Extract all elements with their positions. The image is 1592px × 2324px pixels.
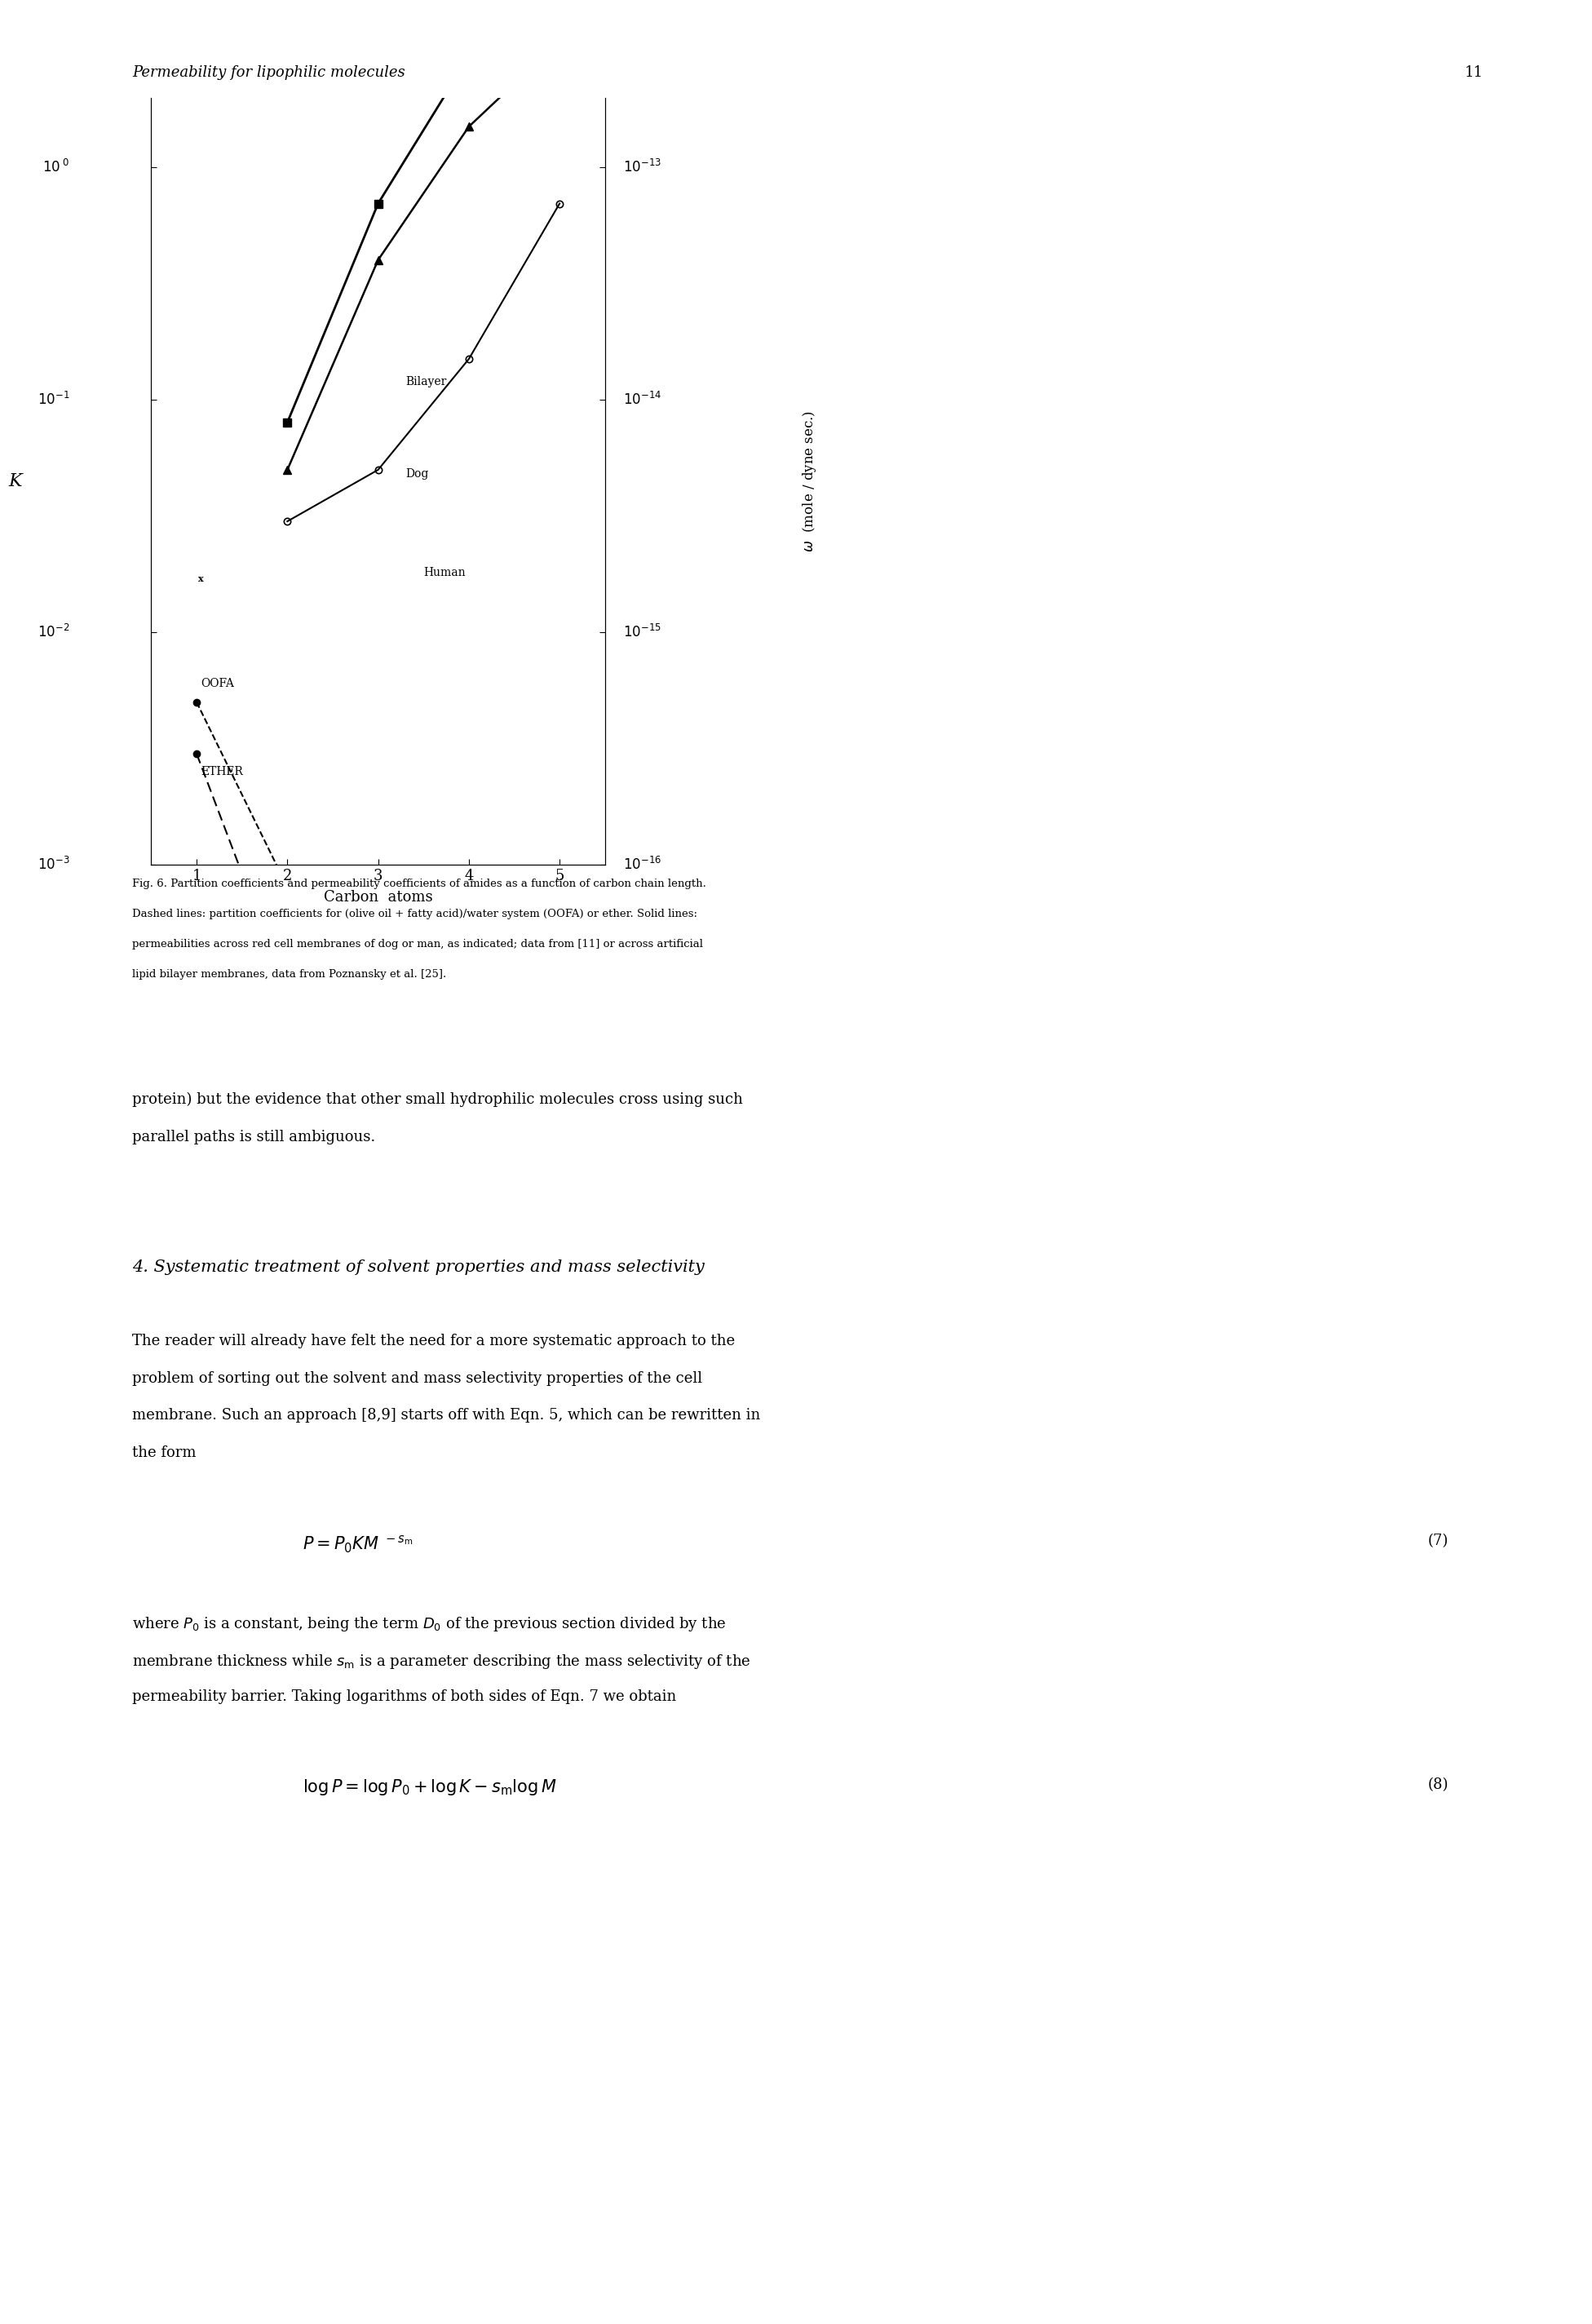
Text: 4. Systematic treatment of solvent properties and mass selectivity: 4. Systematic treatment of solvent prope… [132, 1260, 705, 1276]
Text: $10^{\;0}$: $10^{\;0}$ [43, 160, 70, 177]
Text: $10^{-13}$: $10^{-13}$ [622, 160, 661, 177]
Text: $10^{-2}$: $10^{-2}$ [38, 625, 70, 641]
Text: $10^{-15}$: $10^{-15}$ [622, 625, 661, 641]
Text: Bilayer: Bilayer [406, 376, 446, 388]
Text: membrane thickness while $s_{\rm m}$ is a parameter describing the mass selectiv: membrane thickness while $s_{\rm m}$ is … [132, 1652, 751, 1671]
Text: Human: Human [423, 567, 465, 579]
Text: Fig. 6. Partition coefficients and permeability coefficients of amides as a func: Fig. 6. Partition coefficients and perme… [132, 878, 707, 890]
Text: the form: the form [132, 1446, 196, 1459]
Text: $10^{-16}$: $10^{-16}$ [622, 855, 662, 874]
Text: ETHER: ETHER [201, 767, 244, 779]
Text: Dog: Dog [406, 467, 428, 479]
Text: (8): (8) [1428, 1778, 1449, 1792]
Text: where $P_0$ is a constant, being the term $D_0$ of the previous section divided : where $P_0$ is a constant, being the ter… [132, 1615, 726, 1634]
Text: (7): (7) [1428, 1534, 1449, 1548]
Text: lipid bilayer membranes, data from Poznansky et al. [25].: lipid bilayer membranes, data from Pozna… [132, 969, 446, 981]
Text: $10^{-1}$: $10^{-1}$ [37, 393, 70, 409]
Text: $10^{-14}$: $10^{-14}$ [622, 393, 662, 409]
Text: Permeability for lipophilic molecules: Permeability for lipophilic molecules [132, 65, 404, 79]
Text: parallel paths is still ambiguous.: parallel paths is still ambiguous. [132, 1129, 376, 1143]
Text: problem of sorting out the solvent and mass selectivity properties of the cell: problem of sorting out the solvent and m… [132, 1371, 702, 1385]
Text: OOFA: OOFA [201, 679, 234, 690]
Text: permeability barrier. Taking logarithms of both sides of Eqn. 7 we obtain: permeability barrier. Taking logarithms … [132, 1690, 677, 1703]
Text: permeabilities across red cell membranes of dog or man, as indicated; data from : permeabilities across red cell membranes… [132, 939, 704, 951]
Text: membrane. Such an approach [8,9] starts off with Eqn. 5, which can be rewritten : membrane. Such an approach [8,9] starts … [132, 1408, 761, 1422]
Text: $10^{-3}$: $10^{-3}$ [37, 855, 70, 874]
Text: protein) but the evidence that other small hydrophilic molecules cross using suc: protein) but the evidence that other sma… [132, 1092, 743, 1106]
Text: $P = P_0KM^{\ -s_{\rm m}}$: $P = P_0KM^{\ -s_{\rm m}}$ [302, 1534, 412, 1555]
Text: K: K [8, 472, 22, 490]
Text: Dashed lines: partition coefficients for (olive oil + fatty acid)/water system (: Dashed lines: partition coefficients for… [132, 909, 697, 920]
Text: 11: 11 [1465, 65, 1484, 79]
Text: $\log P = \log P_0 + \log K - s_{\rm m}\log M$: $\log P = \log P_0 + \log K - s_{\rm m}\… [302, 1778, 557, 1796]
Text: The reader will already have felt the need for a more systematic approach to the: The reader will already have felt the ne… [132, 1334, 736, 1348]
X-axis label: Carbon  atoms: Carbon atoms [323, 890, 433, 904]
Text: $\omega$  (mole / dyne sec.): $\omega$ (mole / dyne sec.) [801, 409, 818, 553]
Text: x: x [199, 574, 204, 583]
